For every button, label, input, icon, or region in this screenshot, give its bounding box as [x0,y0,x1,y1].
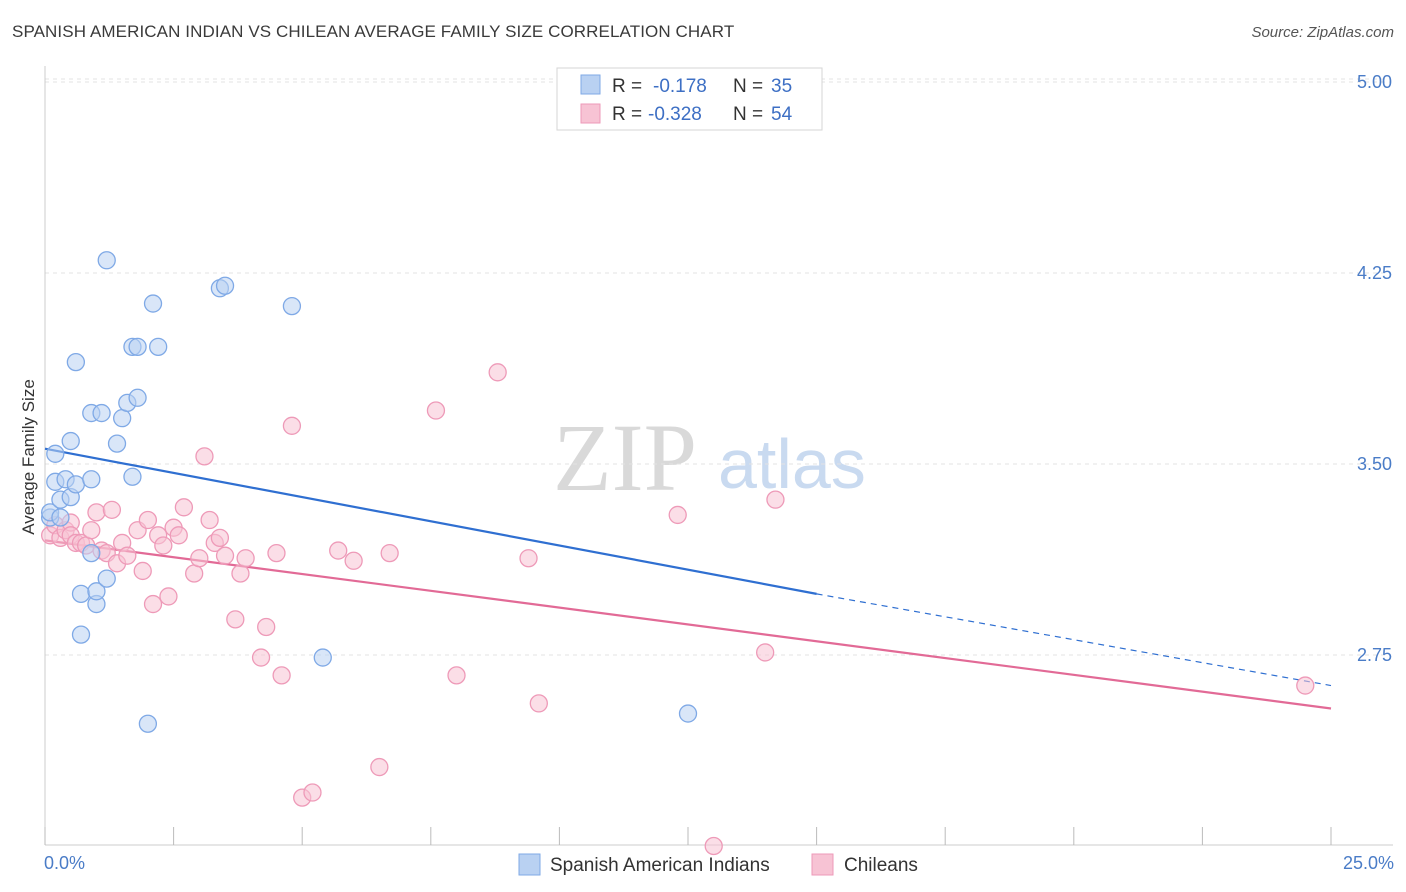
data-points [40,251,1315,856]
legend-n-label-2: N = [733,104,763,125]
point-chilean [272,666,291,685]
point-spanish-american-indian [82,470,101,489]
point-chilean [529,694,548,713]
legend-r-label-1: R = [612,76,642,97]
y-axis-title: Average Family Size [19,379,38,535]
point-spanish-american-indian [97,569,116,588]
stats-legend: R = -0.178 N = 35 R = -0.328 N = 54 [556,67,823,131]
point-spanish-american-indian [97,251,116,270]
point-chilean [668,505,687,525]
point-spanish-american-indian [107,434,127,453]
series-legend: Spanish American Indians Chileans [518,853,918,876]
point-spanish-american-indian [71,584,91,604]
point-spanish-american-indian [46,444,65,463]
point-chilean [154,536,173,555]
point-chilean [159,587,178,606]
y-tick-label: 3.50 [1357,454,1392,474]
trend-line-chileans [44,539,1332,710]
point-chilean [519,549,538,568]
point-chilean [138,510,158,530]
point-chilean [102,500,122,519]
point-spanish-american-indian [92,403,111,423]
axes: 2.75 3.50 4.25 5.00 0.0% 25.0% [44,66,1394,873]
legend-swatch-pink [580,103,601,124]
legend-r-label-2: R = [612,104,642,125]
point-chilean [370,757,389,777]
point-chilean [329,541,348,560]
point-spanish-american-indian [123,467,142,486]
point-chilean [169,526,188,545]
point-chilean [380,543,399,563]
point-spanish-american-indian [82,543,101,563]
point-chilean [215,546,235,565]
legend-r-value-2: -0.328 [648,104,702,125]
point-spanish-american-indian [149,337,168,357]
series-legend-swatch-blue [518,853,541,876]
point-spanish-american-indian [113,409,132,428]
point-chilean [766,490,785,509]
point-chilean [82,521,101,540]
point-chilean [190,549,209,568]
point-chilean [200,510,219,530]
point-chilean [87,503,106,522]
point-spanish-american-indian [678,704,698,723]
point-chilean [303,783,322,802]
x-tick-label-max: 25.0% [1343,853,1394,873]
watermark-zip: ZIP [553,404,697,511]
series-legend-label-1: Spanish American Indians [550,855,770,876]
chart-title: SPANISH AMERICAN INDIAN VS CHILEAN AVERA… [12,22,735,41]
point-chilean [143,594,163,614]
point-spanish-american-indian [51,508,70,527]
point-chilean [426,401,446,420]
point-spanish-american-indian [138,714,158,733]
source-label: Source: ZipAtlas.com [1251,24,1394,41]
series-legend-label-2: Chileans [844,855,918,876]
point-chilean [267,543,286,563]
point-chilean [282,416,302,435]
point-chilean [236,549,255,568]
point-spanish-american-indian [313,648,332,667]
point-chilean [488,363,507,382]
series-legend-swatch-pink [811,853,834,876]
legend-n-value-2: 54 [771,104,793,125]
legend-n-label-1: N = [733,76,763,97]
y-tick-label: 2.75 [1357,645,1392,665]
point-spanish-american-indian [128,337,147,357]
x-tick-label-min: 0.0% [44,853,85,873]
point-chilean [226,610,245,629]
point-chilean [756,643,775,662]
point-chilean [251,648,271,667]
point-chilean [1296,676,1315,695]
point-spanish-american-indian [71,625,91,644]
point-spanish-american-indian [143,294,163,313]
point-chilean [231,564,250,583]
y-tick-label: 5.00 [1357,72,1392,92]
point-chilean [210,528,230,548]
trend-lines [44,447,1332,710]
trend-line-spanish-american-indians-extension [816,593,1332,687]
point-spanish-american-indian [128,388,147,407]
legend-r-value-1: -0.178 [653,76,707,97]
point-spanish-american-indian [66,352,86,372]
legend-n-value-1: 35 [771,76,792,97]
point-chilean [185,564,204,583]
point-chilean [133,561,152,581]
y-tick-label: 4.25 [1357,263,1392,283]
point-chilean [344,551,363,570]
point-chilean [195,447,214,466]
point-chilean [447,666,466,685]
legend-swatch-blue [580,74,601,95]
point-spanish-american-indian [66,475,86,494]
point-chilean [118,546,137,565]
point-spanish-american-indian [215,276,235,295]
point-spanish-american-indian [61,431,80,451]
trend-line-spanish-american-indians [44,447,817,595]
point-spanish-american-indian [87,582,106,601]
point-chilean [704,836,723,856]
point-chilean [174,498,194,517]
point-spanish-american-indian [282,296,302,316]
point-chilean [257,617,276,637]
